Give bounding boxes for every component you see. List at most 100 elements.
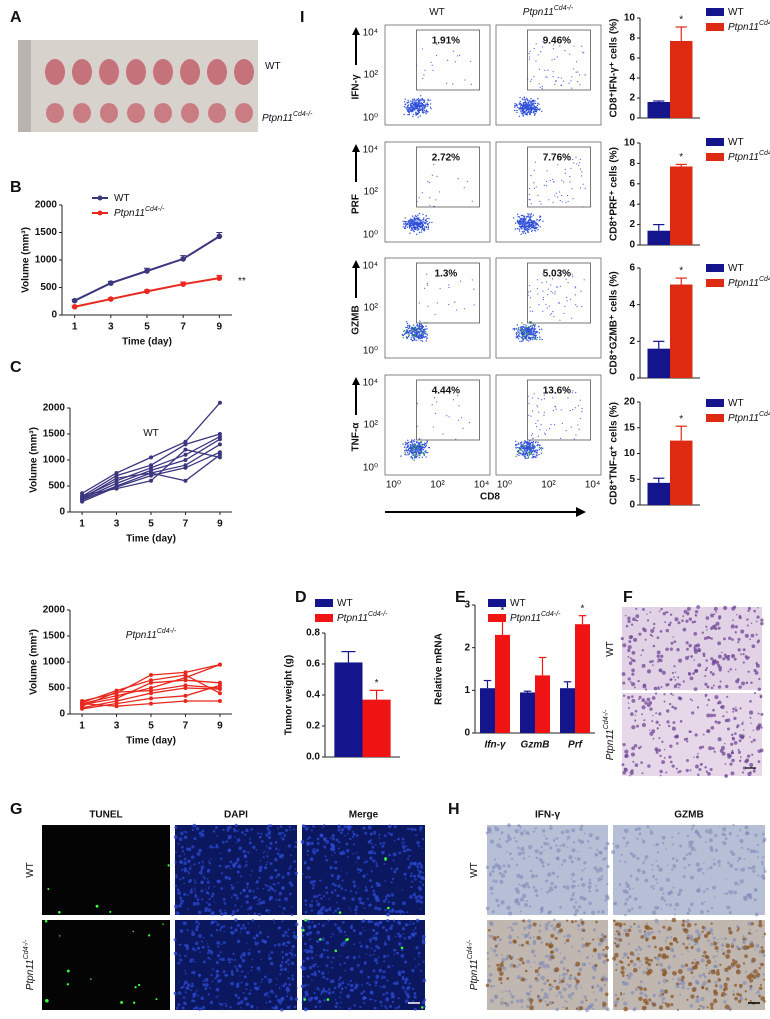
flow-event <box>418 331 421 333</box>
marker <box>180 281 186 288</box>
texture-dot <box>338 996 341 999</box>
texture-dot <box>191 930 194 933</box>
flow-event <box>409 108 412 111</box>
flow-event <box>436 43 438 46</box>
texture-dot <box>734 732 737 735</box>
texture-dot <box>669 613 673 616</box>
texture-dot <box>362 990 366 994</box>
texture-dot <box>732 619 734 622</box>
flow-event <box>523 449 526 451</box>
texture-dot <box>633 659 636 663</box>
flow-event <box>525 108 527 110</box>
flow-event <box>523 231 526 233</box>
flow-event <box>519 340 521 343</box>
marker <box>108 280 114 286</box>
texture-dot <box>737 748 740 751</box>
texture-dot <box>309 903 313 908</box>
texture-dot <box>702 654 706 658</box>
texture-dot <box>580 877 584 881</box>
flow-event <box>525 223 528 225</box>
marker <box>217 699 222 703</box>
y-tick-label: 4 <box>629 73 635 84</box>
texture-dot <box>577 884 580 887</box>
texture-dot <box>387 965 391 969</box>
texture-dot <box>574 885 576 888</box>
texture-dot <box>220 872 224 875</box>
texture-dot <box>329 979 334 984</box>
texture-dot <box>331 991 335 994</box>
texture-dot <box>401 837 405 841</box>
texture-dot <box>548 910 552 914</box>
ruler <box>18 40 31 132</box>
texture-dot <box>417 868 420 871</box>
flow-event <box>530 219 532 221</box>
texture-dot <box>286 1005 291 1010</box>
texture-dot <box>372 892 377 897</box>
texture-dot <box>706 729 711 734</box>
flow-event <box>534 222 536 225</box>
texture-dot <box>183 867 188 871</box>
texture-dot <box>184 943 188 948</box>
row-label-main: WT <box>605 641 616 657</box>
flow-event <box>411 441 413 444</box>
texture-dot <box>752 869 756 873</box>
marker <box>149 471 153 475</box>
marker <box>183 686 188 690</box>
flow-event <box>524 328 527 330</box>
flow-event <box>419 219 421 222</box>
flow-x-tick-label: 10⁴ <box>474 480 489 491</box>
flow-event <box>532 456 535 458</box>
texture-dot <box>173 938 177 942</box>
texture-dot <box>179 929 184 933</box>
texture-dot <box>571 872 576 877</box>
texture-dot <box>387 901 390 904</box>
texture-dot <box>632 887 635 890</box>
marker <box>114 704 119 709</box>
texture-dot <box>704 675 707 678</box>
flow-event <box>407 221 410 224</box>
texture-dot <box>382 970 386 974</box>
column-header-sup: Cd4-/- <box>554 5 574 12</box>
texture-dot <box>583 832 586 835</box>
texture-dot <box>384 898 388 901</box>
flow-event <box>535 224 538 226</box>
texture-dot <box>413 929 415 932</box>
texture-dot <box>235 894 238 897</box>
flow-event <box>524 218 527 220</box>
texture-dot <box>210 973 213 977</box>
texture-dot <box>713 713 717 717</box>
texture-dot <box>209 987 212 989</box>
texture-dot <box>307 983 310 986</box>
flow-event <box>524 450 526 452</box>
flow-event <box>420 451 423 453</box>
texture-dot <box>514 829 519 834</box>
flow-event <box>575 286 577 288</box>
texture-dot <box>257 832 260 835</box>
texture-dot <box>555 856 560 861</box>
texture-dot <box>724 774 728 778</box>
texture-dot <box>704 765 707 769</box>
texture-dot <box>673 706 677 710</box>
flow-event <box>414 335 416 337</box>
flow-event <box>521 223 524 225</box>
flow-event <box>404 227 407 230</box>
texture-dot <box>229 961 232 964</box>
flow-event <box>525 228 528 230</box>
texture-dot <box>627 702 630 704</box>
marker <box>217 400 222 405</box>
flow-event <box>436 175 438 177</box>
legend-label-sup: Cd4-/- <box>759 150 770 157</box>
flow-event <box>448 284 450 286</box>
texture-dot <box>325 886 328 889</box>
texture-dot <box>331 854 333 856</box>
texture-dot <box>196 901 200 906</box>
flow-row-label: PRF <box>351 194 362 214</box>
texture-dot <box>240 905 243 908</box>
texture-dot <box>257 912 262 917</box>
texture-dot <box>753 692 756 695</box>
bar <box>670 284 693 378</box>
texture-dot <box>308 965 313 970</box>
flow-event <box>567 397 569 399</box>
texture-dot <box>401 986 405 989</box>
flow-event <box>530 174 532 177</box>
